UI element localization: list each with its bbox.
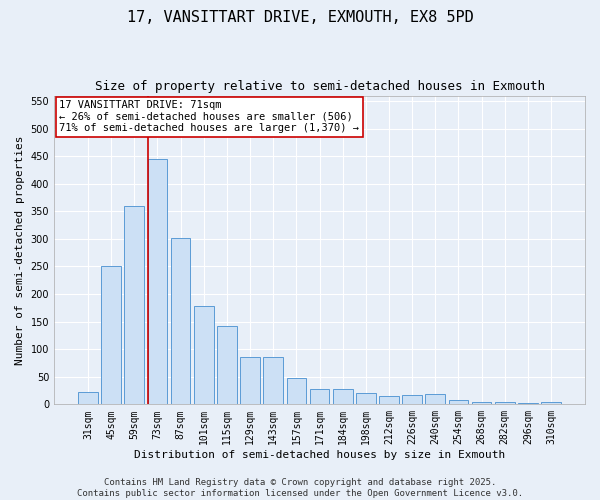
Bar: [240, 358, 260, 405]
Text: 17, VANSITTART DRIVE, EXMOUTH, EX8 5PD: 17, VANSITTART DRIVE, EXMOUTH, EX8 5PD: [127, 10, 473, 25]
Bar: [402, 395, 422, 404]
Bar: [518, 402, 538, 404]
Bar: [194, 306, 214, 404]
Bar: [472, 402, 491, 404]
Bar: [287, 378, 306, 404]
Bar: [425, 394, 445, 404]
Bar: [148, 159, 167, 404]
Bar: [101, 266, 121, 404]
Text: 17 VANSITTART DRIVE: 71sqm
← 26% of semi-detached houses are smaller (506)
71% o: 17 VANSITTART DRIVE: 71sqm ← 26% of semi…: [59, 100, 359, 134]
Bar: [356, 394, 376, 404]
X-axis label: Distribution of semi-detached houses by size in Exmouth: Distribution of semi-detached houses by …: [134, 450, 505, 460]
Bar: [379, 396, 399, 404]
Bar: [78, 392, 98, 404]
Bar: [171, 238, 190, 404]
Bar: [310, 390, 329, 404]
Bar: [449, 400, 468, 404]
Title: Size of property relative to semi-detached houses in Exmouth: Size of property relative to semi-detach…: [95, 80, 545, 93]
Bar: [495, 402, 515, 404]
Bar: [541, 402, 561, 404]
Text: Contains HM Land Registry data © Crown copyright and database right 2025.
Contai: Contains HM Land Registry data © Crown c…: [77, 478, 523, 498]
Bar: [263, 358, 283, 405]
Bar: [333, 390, 353, 404]
Bar: [124, 206, 144, 404]
Bar: [217, 326, 237, 404]
Y-axis label: Number of semi-detached properties: Number of semi-detached properties: [15, 135, 25, 364]
